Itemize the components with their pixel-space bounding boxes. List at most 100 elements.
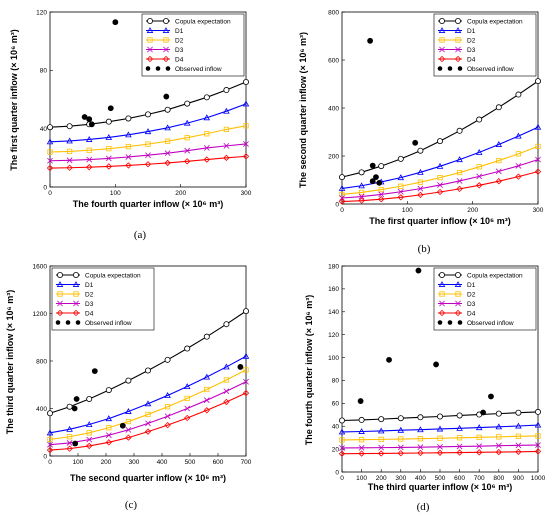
data-point-d3 xyxy=(437,443,443,450)
data-point-copula-expectation xyxy=(397,155,404,162)
data-point-copula-expectation xyxy=(184,100,191,107)
chart-panel-d: 0 100 200 300 400 500 600 700 800 900 1000 0 20 40 60… xyxy=(304,263,546,513)
data-point-copula-expectation xyxy=(515,409,522,416)
observed-inflow-point xyxy=(488,393,494,400)
data-point-d1 xyxy=(164,392,171,398)
x-tick-label: 900 xyxy=(513,475,524,482)
data-point-d3 xyxy=(456,178,463,184)
legend-marker-d1 xyxy=(162,27,170,33)
x-axis-label: The second quarter inflow (× 10⁶ m³) xyxy=(70,473,226,483)
data-point-d2 xyxy=(339,191,345,198)
data-point-d4 xyxy=(476,449,483,456)
data-point-d4 xyxy=(223,154,230,161)
legend-items: Copula expectation D1 D2 D3 D4 Observed inflo… xyxy=(437,17,523,73)
data-point-d1 xyxy=(417,426,424,433)
data-point-d2 xyxy=(223,377,230,383)
data-point-d1 xyxy=(377,427,385,434)
data-point-copula-expectation xyxy=(436,413,443,420)
data-point-copula-expectation xyxy=(358,169,365,176)
data-point-d4 xyxy=(397,450,404,457)
observed-inflow-point xyxy=(373,174,379,181)
data-point-d1 xyxy=(66,137,73,144)
y-tick-label: 800 xyxy=(36,358,47,365)
y-tick-label: 200 xyxy=(328,153,339,160)
x-tick-label: 300 xyxy=(395,475,406,482)
data-point-d1 xyxy=(223,107,230,114)
data-point-d2 xyxy=(417,179,424,185)
legend-label-d2: D2 xyxy=(175,37,184,44)
x-tick-label: 600 xyxy=(213,459,224,466)
data-point-d4 xyxy=(338,450,346,457)
legend: Copula expectation D1 D2 D3 D4 Observed inflo… xyxy=(141,13,245,77)
data-point-d3 xyxy=(535,156,541,163)
series-line-d2 xyxy=(49,369,247,440)
legend-marker-d2 xyxy=(73,291,79,297)
legend-marker-d2 xyxy=(163,37,169,43)
observed-inflow-point xyxy=(72,440,79,447)
data-point-d4 xyxy=(436,188,444,196)
data-point-copula-expectation xyxy=(203,333,210,340)
legend-marker-d4 xyxy=(454,55,462,63)
x-axis-ticks: 0 100 200 300 400 500 600 700 xyxy=(48,453,252,466)
data-point-d2 xyxy=(496,434,502,440)
legend-marker-d2 xyxy=(455,291,461,297)
legend-marker-observed-inflow xyxy=(447,66,453,71)
data-point-d1 xyxy=(397,426,405,433)
data-point-copula-expectation xyxy=(495,410,502,417)
legend-marker-d1 xyxy=(454,27,462,33)
data-point-copula-expectation xyxy=(66,403,73,410)
legend-label-d2: D2 xyxy=(467,291,476,298)
x-tick-label: 200 xyxy=(175,190,186,197)
data-point-d4 xyxy=(495,448,502,456)
x-axis-ticks: 0 100 200 300 400 500 600 700 800 900 1000 xyxy=(340,469,546,482)
data-point-d1 xyxy=(85,136,93,142)
panel-label: (a) xyxy=(134,229,147,241)
data-point-d3 xyxy=(397,444,404,451)
data-point-d1 xyxy=(397,174,405,181)
data-point-d2 xyxy=(243,123,249,129)
data-point-d3 xyxy=(125,154,132,160)
legend-marker-observed-inflow xyxy=(145,66,151,71)
observed-inflow-point xyxy=(163,93,170,100)
legend-label-d4: D4 xyxy=(467,56,476,63)
data-point-d3 xyxy=(535,442,541,448)
y-tick-label: 400 xyxy=(328,105,339,112)
legend-marker-d4 xyxy=(454,309,462,317)
data-point-d4 xyxy=(66,445,73,452)
legend-marker-copula-expectation xyxy=(162,17,169,24)
data-point-d3 xyxy=(184,405,191,412)
data-point-d1 xyxy=(183,383,191,390)
observed-inflow-point xyxy=(91,368,98,374)
data-point-d4 xyxy=(86,442,93,450)
data-point-d3 xyxy=(456,443,463,450)
x-tick-label: 300 xyxy=(533,207,544,214)
legend-marker-d3 xyxy=(439,46,445,53)
observed-inflow-point xyxy=(433,361,439,368)
y-tick-label: 0 xyxy=(335,201,339,208)
data-point-d1 xyxy=(183,119,191,126)
y-tick-label: 0 xyxy=(43,453,47,460)
data-point-d4 xyxy=(46,446,54,454)
legend-marker-observed-inflow xyxy=(437,66,443,71)
series-line-d2 xyxy=(341,435,539,441)
legend-marker-d2 xyxy=(455,37,461,43)
data-point-d1 xyxy=(144,400,152,407)
legend: Copula expectation D1 D2 D3 D4 Observed inflo… xyxy=(433,13,537,77)
legend-marker-d3 xyxy=(439,300,445,307)
data-point-d4 xyxy=(105,163,112,170)
observed-inflow-point xyxy=(112,19,119,26)
x-tick-label: 100 xyxy=(356,475,367,482)
x-tick-label: 400 xyxy=(157,459,168,466)
data-point-d4 xyxy=(164,421,171,429)
data-point-d4 xyxy=(476,182,483,189)
data-point-d2 xyxy=(66,148,73,155)
data-point-d2 xyxy=(106,425,112,431)
legend-box xyxy=(433,13,537,77)
data-point-d1 xyxy=(164,124,171,131)
x-tick-label: 0 xyxy=(48,190,52,197)
legend-marker-observed-inflow xyxy=(155,66,161,71)
x-tick-label: 200 xyxy=(467,207,478,214)
data-point-d4 xyxy=(534,448,542,455)
data-point-d3 xyxy=(476,173,483,180)
data-point-copula-expectation xyxy=(378,163,385,170)
